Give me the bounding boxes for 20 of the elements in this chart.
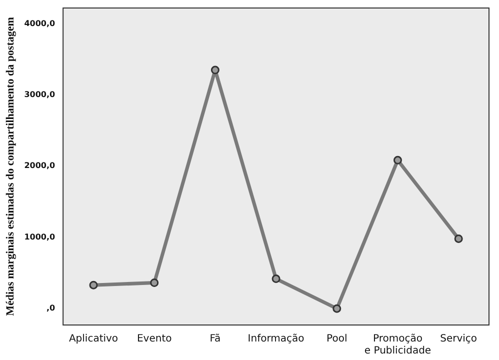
y-tick-label: 4000,0 [24,18,56,28]
point [393,156,402,164]
point [332,304,342,313]
point [89,280,98,290]
x-tick-label: Aplicativo [68,334,118,345]
y-tick-label: ,0 [46,304,56,313]
point [272,274,280,284]
y-tick-label: 3000,0 [24,90,56,99]
point [454,234,463,243]
x-tick-label: Informação [248,334,304,345]
x-tick-label: Pool [326,334,348,345]
x-tick-label: Evento [136,334,172,345]
x-tick-label: Serviço [440,334,478,345]
x-tick-label: Promoção e Publicidade [364,334,432,357]
x-tick-label: Fã [210,334,221,345]
y-tick-label: 1000,0 [24,232,56,242]
y-tick-label: 2000,0 [24,161,56,170]
point [150,278,159,288]
point [210,66,220,74]
y-axis-title: Médias marginais estimadas do compartilhamento da postagem [4,17,16,316]
